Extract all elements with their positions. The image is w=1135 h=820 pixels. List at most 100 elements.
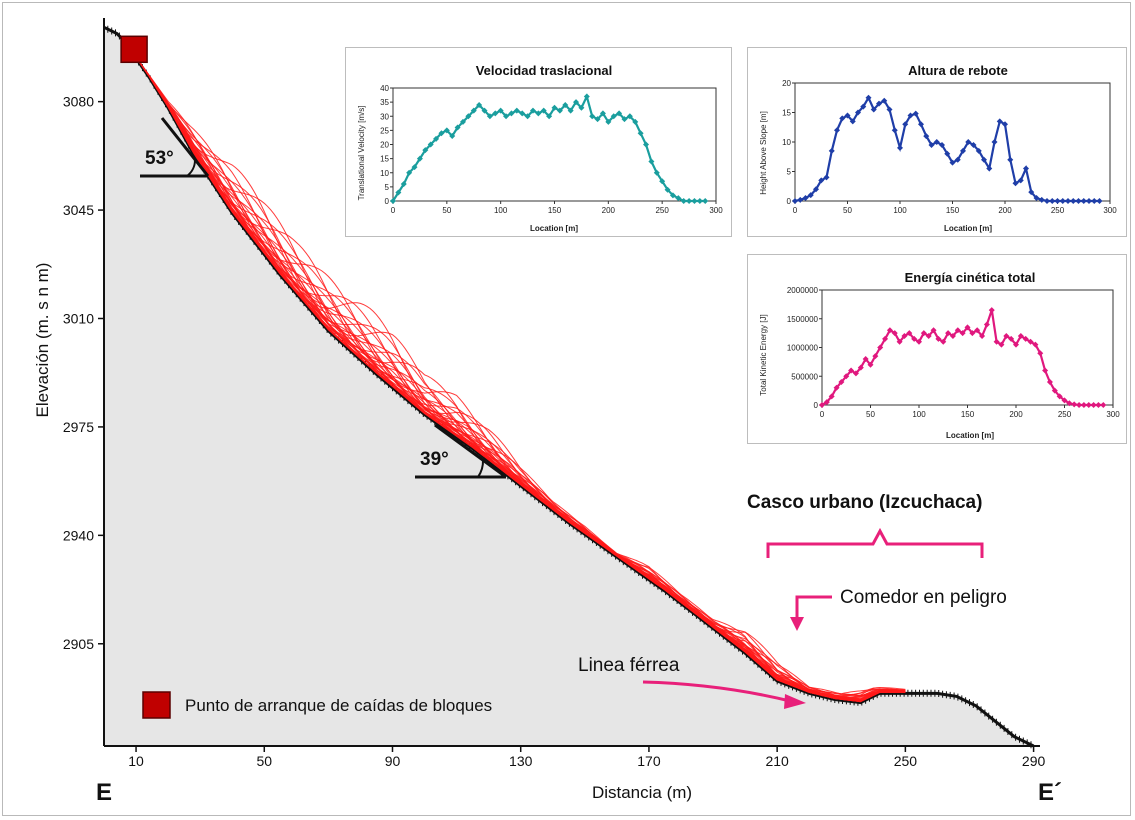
- legend-swatch: [142, 691, 171, 719]
- velocity-data-point: [454, 124, 461, 131]
- velocity-data-point: [400, 181, 407, 188]
- energy-x-tick-label: 0: [820, 410, 825, 419]
- bounce-data-point: [1086, 198, 1092, 204]
- energy-data-point: [983, 321, 990, 328]
- velocity-data-point: [583, 93, 590, 100]
- bounce-data-point: [844, 112, 851, 119]
- velocity-data-point: [476, 101, 483, 108]
- energy-data-point: [1100, 402, 1107, 408]
- trajectory-line: [135, 57, 906, 699]
- bounce-data-point: [1012, 180, 1019, 187]
- railway-label: Linea férrea: [578, 655, 680, 676]
- slope-upper-label: 53°: [145, 148, 174, 169]
- energy-data-point: [1032, 341, 1039, 348]
- bounce-data-point: [797, 196, 804, 203]
- velocity-data-point: [443, 127, 450, 134]
- bounce-data-point: [1017, 177, 1024, 184]
- energy-data-point: [959, 330, 966, 337]
- bounce-data-point: [1023, 165, 1029, 172]
- energy-x-tick-label: 150: [961, 410, 975, 419]
- bounce-data-point: [1065, 198, 1071, 204]
- velocity-data-point: [524, 113, 531, 120]
- start-point-marker: [120, 35, 148, 64]
- energy-data-point: [848, 367, 855, 374]
- bounce-y-tick-label: 15: [782, 109, 791, 118]
- velocity-data-point: [626, 113, 633, 120]
- velocity-y-tick-label: 30: [380, 112, 389, 121]
- velocity-data-point: [433, 135, 440, 142]
- railway-arrow: [642, 680, 791, 703]
- energy-data-point: [979, 333, 986, 339]
- trajectory-line: [135, 57, 906, 698]
- velocity-data-point: [680, 198, 687, 204]
- velocity-y-tick-label: 10: [380, 169, 389, 178]
- energy-data-point: [969, 330, 976, 337]
- velocity-data-point: [395, 189, 402, 196]
- bounce-data-point: [1054, 198, 1061, 204]
- bounce-data-point: [970, 141, 977, 148]
- energy-data-point: [819, 402, 825, 408]
- velocity-x-tick-label: 100: [494, 206, 508, 215]
- inset-energy: Energía cinética total Location [m] Tota…: [747, 254, 1127, 444]
- velocity-data-point: [481, 107, 488, 114]
- velocity-data-point: [508, 110, 515, 117]
- velocity-x-tick-label: 250: [655, 206, 669, 215]
- bounce-data-point: [923, 133, 930, 140]
- energy-data-point: [930, 327, 937, 334]
- bounce-data-point: [1002, 121, 1008, 128]
- bounce-data-point: [960, 147, 966, 154]
- velocity-data-point: [513, 107, 520, 114]
- energy-data-point: [862, 356, 869, 362]
- velocity-data-point: [669, 192, 676, 199]
- energy-data-point: [1046, 379, 1053, 385]
- axes-layer: 10 50 90 130 170 210 250 2902905294029753010304…: [63, 18, 1045, 769]
- velocity-x-tick-label: 300: [709, 206, 723, 215]
- inset-bounce-chart: Altura de rebote Location [m] Height Abo…: [759, 63, 1117, 233]
- energy-data-point: [1003, 333, 1010, 339]
- velocity-data-point: [519, 110, 526, 117]
- bounce-data-point: [1059, 198, 1066, 204]
- velocity-data-point: [616, 110, 623, 117]
- trajectory-layer: [135, 57, 906, 703]
- bounce-data-point: [802, 195, 809, 202]
- bounce-data-point: [1096, 198, 1103, 204]
- bounce-data-point: [897, 144, 903, 151]
- bounce-data-point: [1091, 198, 1098, 204]
- energy-plot-area: [821, 289, 1114, 406]
- inset-bounce-ylabel: Height Above Slope [m]: [759, 111, 768, 195]
- energy-data-point: [872, 353, 879, 360]
- velocity-data-point: [643, 141, 650, 148]
- bounce-data-point: [928, 141, 935, 148]
- bounce-data-point: [1007, 156, 1014, 163]
- velocity-data-point: [529, 107, 536, 114]
- energy-data-point: [988, 307, 995, 314]
- y-tick-label: 3045: [63, 202, 94, 218]
- energy-data-point: [1076, 402, 1083, 408]
- bounce-data-point: [1033, 195, 1040, 202]
- energy-data-point: [896, 338, 903, 345]
- energy-data-point: [920, 330, 927, 337]
- inset-energy-ylabel: Total Kinetic Energy [J]: [759, 314, 768, 395]
- slope-upper-arc: [186, 159, 196, 177]
- bounce-data-point: [891, 127, 898, 134]
- energy-data-point: [925, 333, 932, 339]
- energy-y-tick-label: 2000000: [787, 286, 819, 295]
- energy-data-point: [901, 333, 908, 339]
- velocity-x-tick-label: 200: [602, 206, 616, 215]
- trajectory-line: [135, 57, 906, 701]
- x-tick-label: 170: [637, 753, 661, 769]
- x-axis-label: Distancia (m): [592, 783, 692, 802]
- velocity-data-point: [567, 107, 574, 114]
- dining-hall-label: Comedor en peligro: [840, 587, 1007, 608]
- bounce-data-point: [939, 141, 945, 148]
- velocity-data-point: [605, 118, 612, 125]
- energy-data-point: [945, 330, 952, 337]
- velocity-data-point: [702, 198, 709, 204]
- velocity-data-point: [664, 186, 671, 193]
- urban-area-bracket: [766, 527, 984, 558]
- inset-velocity: Velocidad traslacional Location [m] Tran…: [345, 47, 732, 237]
- section-start-label: E: [96, 779, 112, 806]
- bounce-data-point: [1070, 198, 1077, 204]
- energy-data-point: [935, 335, 942, 342]
